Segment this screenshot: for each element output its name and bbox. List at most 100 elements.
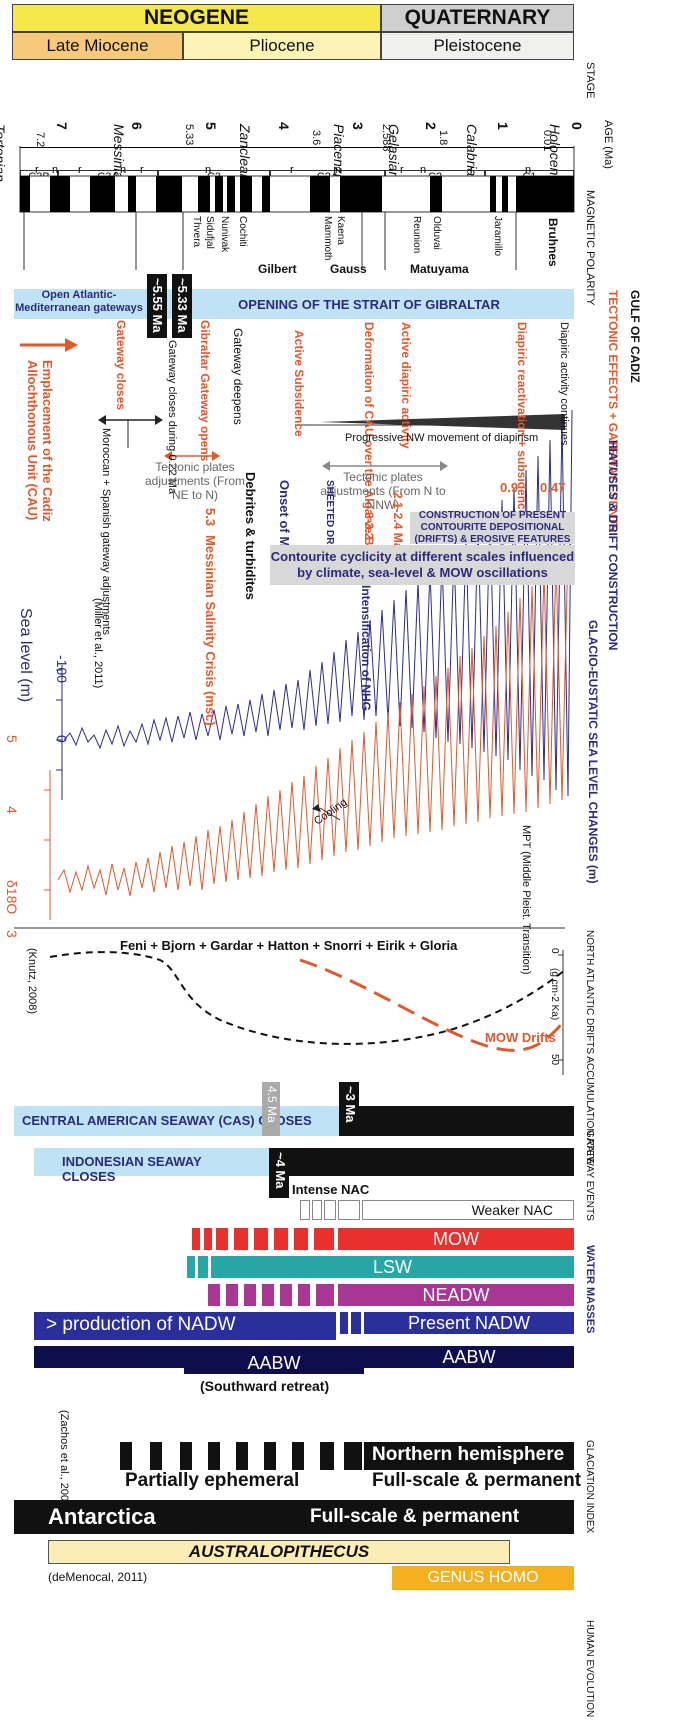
- deformation-label: Deformation of CAU over the Algarve Basi…: [362, 322, 376, 570]
- d18o-y3: 3: [4, 930, 20, 938]
- debrites-label: Debrites & turbidites: [243, 472, 258, 600]
- label-hiatuses: HIATUSES & DRIFT CONSTRUCTION: [606, 440, 620, 651]
- svg-text:n: n: [52, 164, 58, 176]
- d18o-label: δ18O: [4, 880, 20, 915]
- hiatus-3-3-2: 3-3.2: [362, 512, 376, 540]
- drift-list-label: Feni + Bjorn + Gardar + Hatton + Snorri …: [120, 938, 458, 953]
- svg-text:r: r: [35, 164, 39, 176]
- indo-black-bar: [269, 1148, 574, 1176]
- southward-retreat-label: (Southward retreat): [200, 1378, 330, 1394]
- gateway-closes-label: Gateway closes: [114, 320, 128, 411]
- opening-gibraltar-label: OPENING OF THE STRAIT OF GIBRALTAR: [238, 296, 500, 312]
- hiatus-5-3: 5.3: [203, 508, 218, 527]
- label-mag: MAGNETIC POLARITY: [584, 190, 596, 306]
- gibraltar-opens-label: Gibraltar Gateway opens: [198, 320, 212, 462]
- drift-units: (g cm-2 Ka): [549, 968, 560, 1021]
- diapiric-continues-label: Diapiric activity continues: [558, 322, 570, 446]
- epoch-late-miocene: Late Miocene: [12, 32, 183, 60]
- subchron-kaena: Kaena: [335, 216, 346, 245]
- pliocene-label: Pliocene: [249, 36, 315, 55]
- label-water: WATER MASSES: [584, 1245, 596, 1334]
- genus-homo-bar: GENUS HOMO: [392, 1566, 574, 1590]
- label-glaciation: GLACIATION INDEX: [584, 1440, 595, 1534]
- svg-text:r: r: [78, 164, 82, 176]
- full-scale-1-label: Full-scale & permanent: [372, 1470, 582, 1491]
- label-human: HUMAN EVOLUTION: [584, 1620, 595, 1718]
- gateway-closes-022-label: Gateway closes during 0.22 Ma: [166, 340, 178, 495]
- full-scale-2-label: Full-scale & permanent: [310, 1506, 520, 1527]
- mow-drifts-label: MOW Drifts: [485, 1030, 556, 1045]
- d18o-axis: [44, 770, 51, 920]
- hiatus-0-47: 0.47: [540, 480, 566, 495]
- ma533-label: ~5.33 Ma: [175, 278, 190, 333]
- epoch-bruhnes: Bruhnes: [546, 218, 560, 267]
- miller-ref: (Miller et al., 2011): [92, 598, 104, 689]
- subchron-labels: Thvera Sidufjal Nunivak Cochiti Mammoth …: [0, 0, 673, 300]
- nhg-label: Intensification of NHG: [359, 585, 373, 711]
- epoch-gauss: Gauss: [330, 262, 367, 276]
- aabw-right-bar: AABW: [364, 1346, 574, 1368]
- diapiric-reactivation-label: Diapiric reactivation + subsidence: [515, 322, 529, 517]
- quaternary-label: QUATERNARY: [404, 6, 551, 29]
- period-quaternary: QUATERNARY: [381, 4, 574, 32]
- epoch-pliocene: Pliocene: [183, 32, 381, 60]
- cyclicity-box: Contourite cyclicity at different scales…: [270, 545, 575, 585]
- label-age: AGE (Ma): [602, 120, 614, 169]
- msc-label: Messinian Salinity Crisis (msc): [203, 535, 218, 726]
- antarctica-bar: [14, 1500, 574, 1534]
- ma555-label: ~5.55 Ma: [150, 278, 165, 333]
- open-atlantic-label: Open Atlantic-Mediterranean gateways: [15, 289, 143, 314]
- pleistocene-label: Pleistocene: [433, 36, 522, 55]
- svg-text:r: r: [400, 164, 404, 176]
- aabw-left-bar: [34, 1346, 184, 1368]
- label-gulf: GULF OF CADIZ: [628, 290, 642, 383]
- ma533-marker: [172, 274, 192, 338]
- active-subsidence-label: Active Subsidence: [292, 330, 306, 437]
- nadrift-black-curve: [49, 951, 566, 1045]
- moroccan-spanish-label: Moroccan + Spanish gateway adjustments: [100, 428, 112, 635]
- drift-y0: 0: [549, 948, 560, 954]
- neadw-bar: NEADW: [338, 1284, 574, 1306]
- svg-text:n: n: [205, 164, 211, 176]
- partially-ephemeral-label: Partially ephemeral: [125, 1470, 300, 1491]
- subchron-nunivak: Nunivak: [219, 216, 230, 253]
- knutz-ref: (Knutz, 2008): [26, 948, 38, 1015]
- label-nadrift: NORTH ATLANTIC DRIFTS ACCUMULATION RATE: [584, 930, 595, 1165]
- mow-bar: MOW: [338, 1228, 574, 1250]
- late-miocene-label: Late Miocene: [46, 36, 149, 55]
- svg-text:r: r: [290, 164, 294, 176]
- svg-text:r: r: [140, 164, 144, 176]
- northern-hemisphere-bar: Northern hemisphere: [364, 1442, 574, 1470]
- epoch-gilbert: Gilbert: [258, 262, 297, 276]
- indo-4-marker: [269, 1148, 289, 1198]
- d18o-curve: [57, 539, 573, 897]
- antarctica-label: Antarctica: [48, 1504, 156, 1529]
- subchron-sidufjal: Sidufjal: [204, 216, 215, 249]
- demenocal-ref: (deMenocal, 2011): [48, 1570, 148, 1584]
- right-labels: STAGE AGE (Ma) MAGNETIC POLARITY GULF OF…: [578, 0, 673, 1720]
- opening-gibraltar-band: OPENING OF THE STRAIT OF GIBRALTAR: [14, 289, 574, 319]
- nadw-seg-2: [351, 1312, 361, 1334]
- diapirism-wedge: [320, 414, 565, 430]
- label-tectonic: TECTONIC EFFECTS + GATEWAY EVENTS: [606, 290, 620, 533]
- present-nadw-bar: Present NADW: [364, 1312, 574, 1334]
- intense-nac-label: Intense NAC: [292, 1182, 370, 1197]
- neogene-label: NEOGENE: [143, 6, 250, 29]
- hiatus-0-9: 0.9: [500, 480, 519, 495]
- construction-box: CONSTRUCTION OF PRESENT CONTOURITE DEPOS…: [410, 510, 575, 545]
- label-gateway: GATEWAY EVENTS: [584, 1130, 595, 1221]
- label-stage: STAGE: [584, 62, 596, 99]
- indo-4-label: ~4 Ma: [273, 1152, 288, 1189]
- svg-text:n: n: [120, 164, 126, 176]
- mpt-label: MPT (Middle Pleist. Transition): [520, 825, 532, 975]
- tectonic-ne-n-label: Tectonic plates adjustments (From NE to …: [144, 460, 246, 502]
- svg-text:n: n: [420, 164, 426, 176]
- cau-label: Emplacement of the Cadiz Allochthonous U…: [25, 360, 55, 522]
- cas-45-label: 4.5 Ma: [265, 1086, 279, 1123]
- hiatus-2-1-2-4: 2.1-2.4 Ma: [391, 492, 405, 550]
- epoch-pleistocene: Pleistocene: [381, 32, 574, 60]
- gateway-deepens-label: Gateway deepens: [231, 328, 245, 425]
- label-glacio: GLACIO-EUSTATIC SEA LEVEL CHANGES (m): [586, 620, 600, 884]
- subchron-mammoth: Mammoth: [322, 216, 333, 261]
